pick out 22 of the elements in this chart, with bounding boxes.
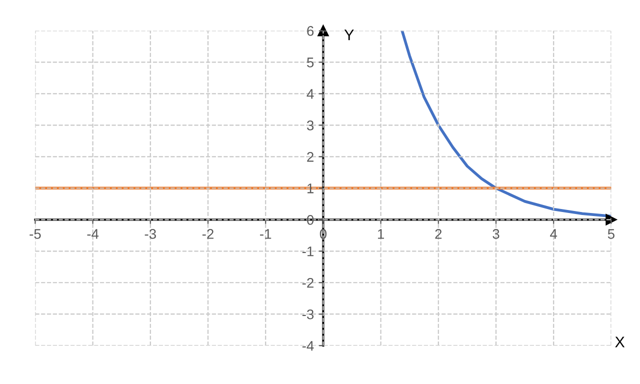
- y-tick-label: -4: [302, 341, 314, 351]
- y-axis-title: Y: [344, 30, 354, 40]
- x-axis-title: X: [615, 336, 625, 348]
- y-tick-label: 3: [306, 120, 314, 130]
- y-tick-label: -3: [302, 309, 314, 320]
- x-tick-label: 2: [435, 229, 442, 239]
- y-tick-label: 6: [307, 26, 314, 36]
- x-tick-label: 5: [608, 229, 614, 239]
- x-tick-label: 3: [492, 229, 500, 239]
- x-tick-label: -2: [202, 229, 214, 239]
- x-tick-label: -1: [260, 229, 272, 239]
- x-tick-label: 4: [550, 229, 558, 239]
- x-tick-label: -4: [87, 229, 99, 239]
- y-tick-label: 2: [307, 152, 314, 162]
- y-tick-label: 4: [306, 89, 314, 99]
- y-tick-label: 1: [308, 184, 314, 194]
- x-tick-label: -5: [30, 229, 41, 239]
- y-tick-label: 5: [307, 58, 314, 68]
- x-tick-label: 1: [378, 229, 384, 239]
- y-tick-label: -1: [302, 246, 314, 256]
- x-tick-label: -3: [144, 229, 156, 239]
- y-tick-label: -2: [302, 278, 314, 288]
